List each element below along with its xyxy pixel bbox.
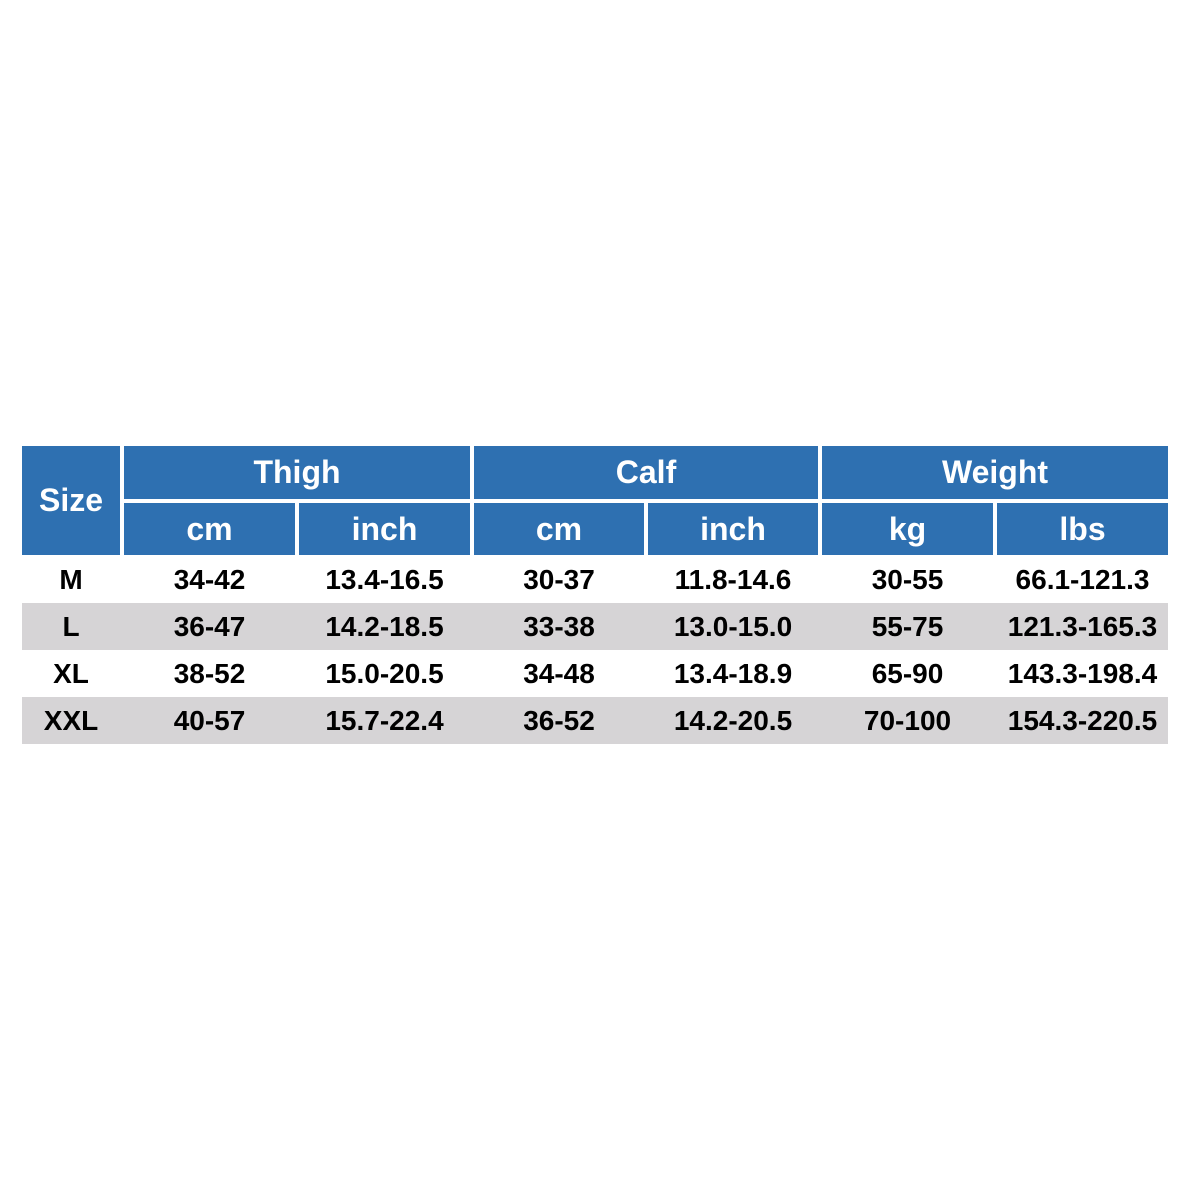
unit-header: inch bbox=[299, 503, 470, 555]
table-cell: 38-52 bbox=[173, 657, 246, 689]
row-background bbox=[22, 603, 1168, 650]
table-cell: 30-37 bbox=[523, 563, 595, 595]
size-label: XXL bbox=[43, 704, 99, 736]
table-cell: 14.2-20.5 bbox=[673, 704, 793, 736]
table-cell: 36-47 bbox=[173, 610, 246, 642]
table-cell: 65-90 bbox=[871, 657, 944, 689]
group-header: Weight bbox=[822, 446, 1168, 499]
table-cell: 33-38 bbox=[523, 610, 595, 642]
table-cell: 11.8-14.6 bbox=[674, 563, 792, 595]
table-cell: 143.3-198.4 bbox=[1007, 657, 1158, 689]
table-cell: 13.4-16.5 bbox=[325, 563, 444, 595]
table-cell: 66.1-121.3 bbox=[1015, 563, 1150, 595]
table-cell: 40-57 bbox=[173, 704, 246, 736]
table-cell: 30-55 bbox=[871, 563, 944, 595]
table-cell: 14.2-18.5 bbox=[325, 610, 444, 642]
size-header: Size bbox=[22, 446, 120, 555]
table-cell: 55-75 bbox=[871, 610, 944, 642]
unit-header: kg bbox=[822, 503, 993, 555]
group-header: Calf bbox=[474, 446, 818, 499]
table-cell: 154.3-220.5 bbox=[1007, 704, 1158, 736]
unit-header: cm bbox=[474, 503, 644, 555]
size-label: XL bbox=[53, 657, 89, 689]
unit-header: inch bbox=[648, 503, 818, 555]
table-cell: 121.3-165.3 bbox=[1007, 610, 1158, 642]
group-header: Thigh bbox=[124, 446, 470, 499]
table-cell: 36-52 bbox=[523, 704, 595, 736]
table-cell: 34-42 bbox=[173, 563, 246, 595]
table-cell: 70-100 bbox=[863, 704, 952, 736]
unit-header: lbs bbox=[997, 503, 1168, 555]
size-label: M bbox=[59, 563, 83, 595]
table-cell: 34-48 bbox=[523, 657, 595, 689]
table-cell: 15.7-22.4 bbox=[325, 704, 444, 736]
size-label: L bbox=[62, 610, 80, 642]
table-cell: 13.0-15.0 bbox=[673, 610, 793, 642]
row-background bbox=[22, 697, 1168, 744]
table-cell: 13.4-18.9 bbox=[673, 657, 793, 689]
unit-header: cm bbox=[124, 503, 295, 555]
table-cell: 15.0-20.5 bbox=[325, 657, 444, 689]
